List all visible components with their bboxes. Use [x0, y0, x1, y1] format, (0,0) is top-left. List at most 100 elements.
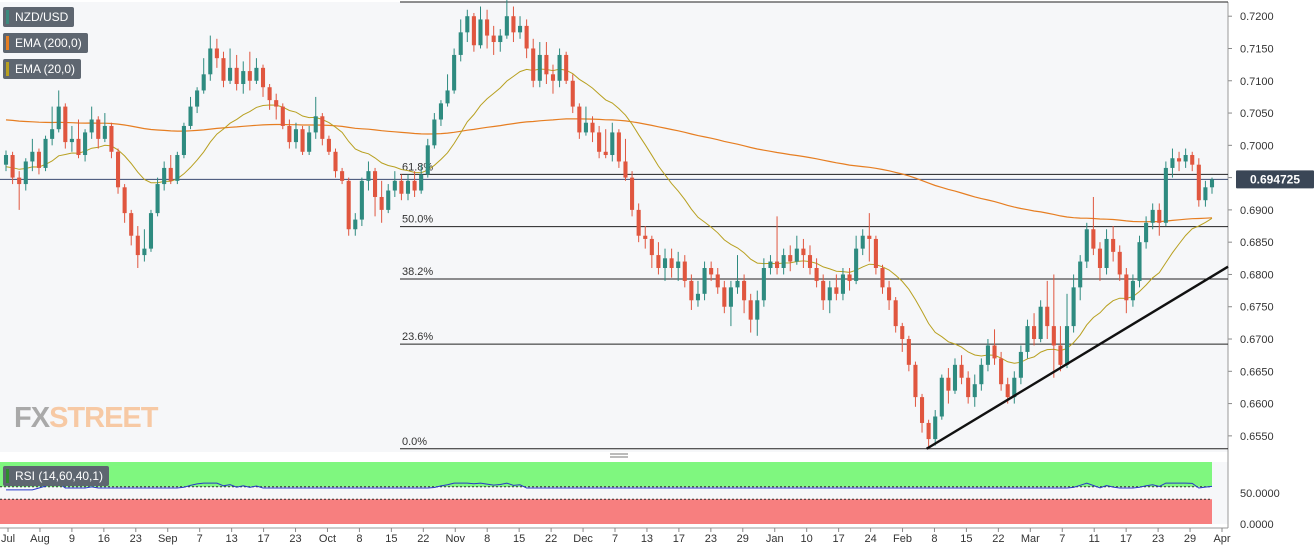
candle-body [662, 258, 668, 268]
candle-body [649, 238, 654, 256]
candle-body [827, 287, 832, 301]
candle-body [959, 364, 964, 378]
candle-body [1064, 326, 1070, 365]
candle-body [353, 219, 358, 230]
candle-body [241, 71, 246, 84]
candle-body [1209, 179, 1215, 188]
candle-body [129, 213, 134, 236]
candle-body [755, 300, 760, 320]
candle-body [175, 155, 180, 181]
legend-ema-200[interactable]: EMA (200,0) [3, 33, 88, 53]
candle-body [280, 106, 285, 126]
candle-body [267, 87, 272, 101]
x-tick-label: 17 [833, 533, 845, 545]
candle-body [979, 364, 984, 385]
candle-body [788, 255, 793, 262]
candle-body [544, 54, 549, 75]
fxstreet-logo: FXSTREET [14, 402, 158, 435]
candle-body [623, 161, 628, 178]
candle-body [491, 35, 496, 43]
candle-body [873, 238, 878, 268]
candle-body [860, 235, 865, 249]
candle-body [274, 100, 279, 107]
candle-body [1097, 248, 1103, 268]
candle-body [83, 132, 88, 156]
candle-body [300, 129, 305, 152]
rsi-tick-label: 50.0000 [1240, 488, 1280, 500]
x-tick-label: 13 [641, 533, 653, 545]
candle-body [537, 54, 542, 81]
legend-rsi[interactable]: RSI (14,60,40,1) [3, 466, 110, 486]
candle-body [919, 397, 925, 423]
candle-body [946, 377, 951, 391]
candle-body [524, 25, 529, 49]
legend-ema-20[interactable]: EMA (20,0) [3, 59, 82, 79]
candle-body [142, 248, 147, 256]
x-tick-label: 17 [1120, 533, 1132, 545]
candle-body [999, 358, 1004, 385]
x-tick-label: 10 [801, 533, 813, 545]
y-tick-label: 0.6650 [1240, 366, 1274, 378]
logo-fx: FX [14, 402, 50, 434]
candle-body [867, 235, 872, 239]
x-tick-label: 29 [737, 533, 749, 545]
y-tick-label: 0.7200 [1240, 11, 1274, 23]
candle-body [399, 180, 404, 194]
candle-body [1163, 167, 1168, 223]
rsi-line [6, 482, 1213, 491]
candle-body [432, 119, 437, 146]
candle-body [669, 258, 674, 268]
x-tick-label: 29 [1184, 533, 1196, 545]
candle-body [1170, 158, 1175, 168]
x-tick-label: 8 [931, 533, 937, 545]
candle-body [893, 300, 898, 327]
candle-body [722, 287, 727, 307]
candle-body [880, 267, 885, 288]
candle-body [913, 364, 918, 398]
candle-body [636, 209, 641, 236]
candle-body [168, 167, 173, 181]
x-tick-label: 22 [417, 533, 429, 545]
candle-body [1025, 326, 1030, 352]
candle-body [1157, 209, 1162, 223]
x-tick-label: 15 [960, 533, 972, 545]
candle-body [1130, 280, 1135, 301]
legend-symbol[interactable]: NZD/USD [3, 7, 75, 27]
fibonacci-levels: 61.8% 50.0% 38.2% 23.6% 0.0% [400, 161, 1228, 450]
x-tick-label: Nov [445, 533, 465, 545]
candle-body [735, 280, 740, 288]
x-tick-label: 15 [513, 533, 525, 545]
candle-body [122, 187, 127, 214]
candles [3, 0, 1215, 449]
candle-body [504, 16, 509, 36]
y-axis: 0.72000.71500.71000.70500.70000.69500.69… [1228, 11, 1274, 443]
candle-body [1117, 251, 1122, 275]
candle-body [214, 48, 219, 59]
candle-body [412, 180, 417, 191]
candle-body [748, 300, 753, 320]
x-tick-label: 23 [130, 533, 142, 545]
candle-body [155, 184, 160, 214]
candle-body [854, 248, 859, 281]
candle-body [162, 167, 167, 185]
candle-body [564, 54, 569, 81]
candle-body [1032, 326, 1037, 340]
ema-200-line [5, 118, 1213, 223]
candle-body [30, 151, 35, 162]
x-tick-label: Apr [1213, 533, 1230, 545]
rsi-overbought-zone [0, 462, 1212, 487]
y-tick-label: 0.6700 [1240, 334, 1274, 346]
candle-body [1005, 384, 1010, 398]
support-trendline [926, 265, 1229, 450]
candle-body [1196, 164, 1201, 201]
x-tick-label: 17 [257, 533, 269, 545]
candle-body [23, 161, 28, 185]
y-tick-label: 0.6550 [1240, 431, 1274, 443]
y-tick-label: 0.6600 [1240, 399, 1274, 411]
x-tick-label: 15 [385, 533, 397, 545]
candle-body [1091, 229, 1096, 249]
candle-body [531, 48, 536, 81]
candle-body [56, 106, 61, 130]
ema-20-line [5, 68, 1213, 364]
candle-body [590, 122, 595, 133]
